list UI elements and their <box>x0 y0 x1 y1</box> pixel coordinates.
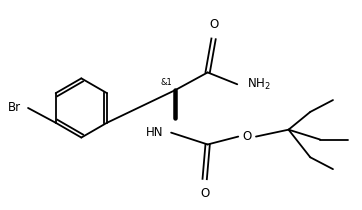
Text: HN: HN <box>146 126 163 139</box>
Text: O: O <box>209 18 218 31</box>
Text: O: O <box>243 130 252 143</box>
Text: &1: &1 <box>160 78 172 87</box>
Text: Br: Br <box>8 101 21 114</box>
Text: NH$_2$: NH$_2$ <box>247 77 271 92</box>
Text: O: O <box>200 187 209 200</box>
